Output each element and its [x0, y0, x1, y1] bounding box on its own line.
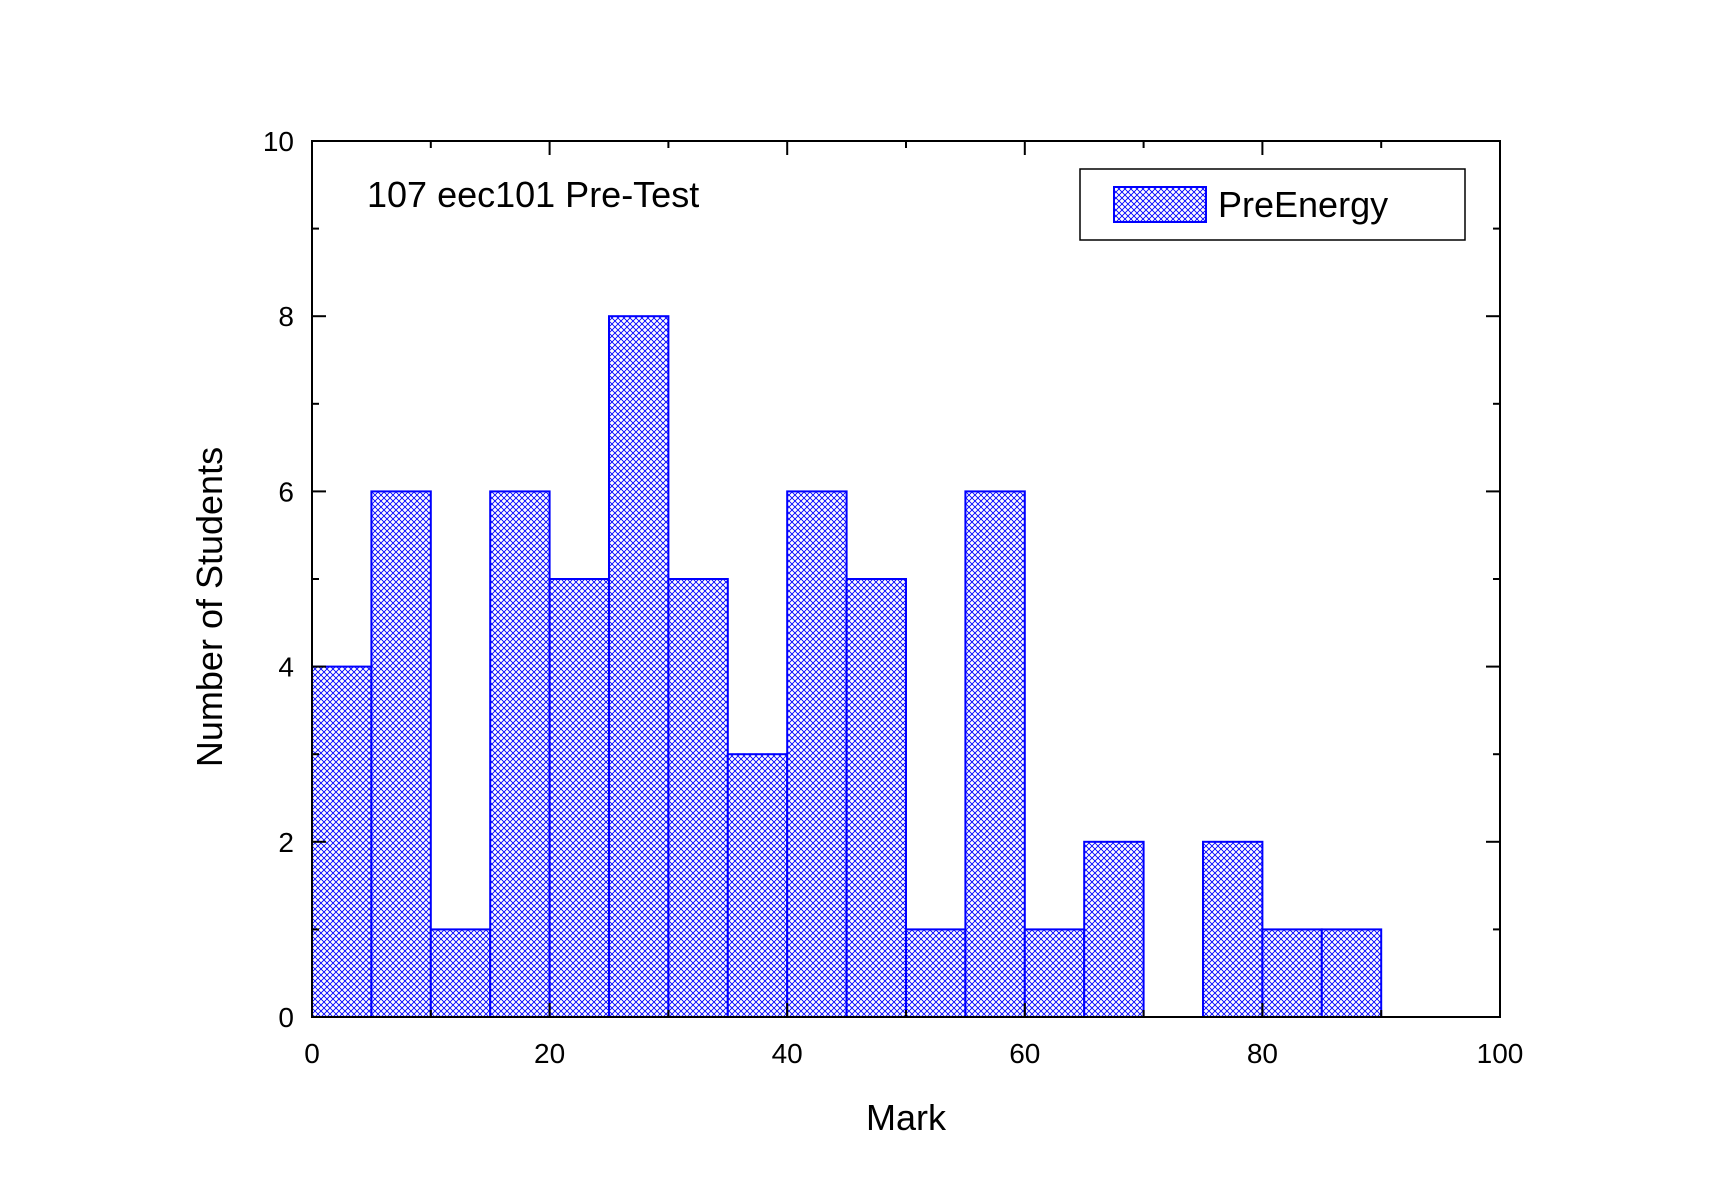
- histogram-bar: [1023, 928, 1086, 1019]
- legend: PreEnergy: [1079, 168, 1466, 241]
- histogram-bar: [608, 315, 670, 1018]
- histogram-bar: [845, 578, 907, 1018]
- chart-annotation: 107 eec101 Pre-Test: [367, 174, 699, 215]
- y-tick-label: 6: [278, 476, 294, 507]
- histogram-bar: [1202, 840, 1264, 1018]
- y-tick-label: 8: [278, 301, 294, 332]
- y-tick-label: 2: [278, 827, 294, 858]
- histogram-bar: [1083, 840, 1145, 1018]
- histogram-bar: [1320, 928, 1383, 1019]
- x-tick-label: 80: [1247, 1038, 1278, 1069]
- plot-frame: [311, 140, 1501, 1018]
- histogram-bar: [726, 753, 789, 1018]
- x-tick-label: 60: [1009, 1038, 1040, 1069]
- x-tick-label: 0: [304, 1038, 320, 1069]
- histogram-bar: [370, 490, 432, 1018]
- histogram-bar: [489, 490, 551, 1018]
- y-axis-title: Number of Students: [189, 447, 230, 767]
- x-tick-label: 20: [534, 1038, 565, 1069]
- histogram-bar: [667, 578, 729, 1018]
- histogram-bar: [429, 928, 492, 1019]
- x-tick-label: 40: [772, 1038, 803, 1069]
- y-tick-label: 10: [263, 126, 294, 157]
- histogram-bar: [786, 490, 848, 1018]
- y-tick-label: 0: [278, 1002, 294, 1033]
- bars-group: [311, 315, 1383, 1019]
- legend-label: PreEnergy: [1218, 184, 1388, 225]
- histogram-bar: [1261, 928, 1323, 1019]
- histogram-bar: [964, 490, 1026, 1018]
- y-tick-label: 4: [278, 652, 294, 683]
- x-tick-label: 100: [1477, 1038, 1524, 1069]
- legend-swatch: [1113, 186, 1207, 223]
- histogram-bar: [548, 578, 610, 1018]
- axis-ticks: 0 20 40 60 80 100 0 2 4 6 8 10: [263, 126, 1524, 1069]
- x-axis-title: Mark: [866, 1097, 947, 1138]
- histogram-bar: [905, 928, 967, 1019]
